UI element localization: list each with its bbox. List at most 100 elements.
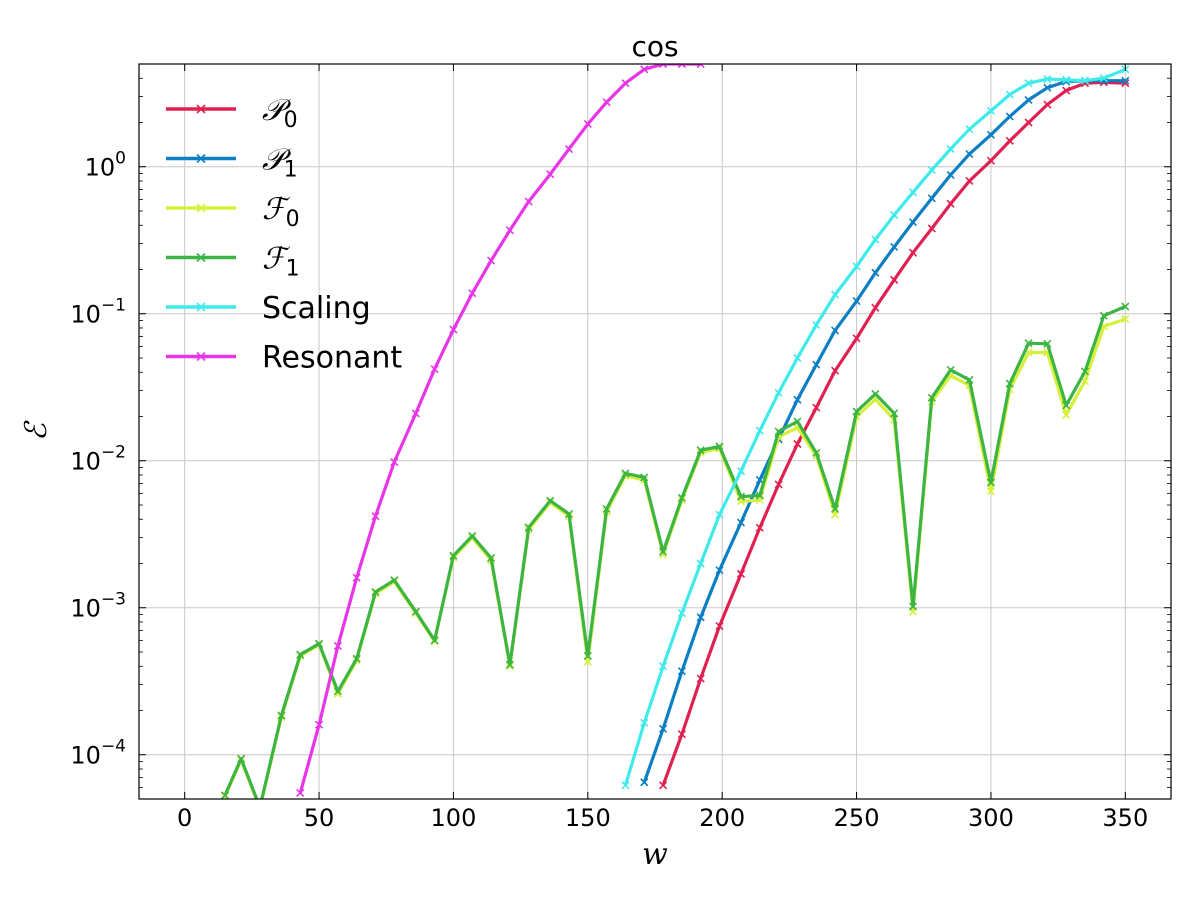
data-point-marker [677,667,686,676]
data-point-marker [602,504,611,514]
x-tick-labels: 0 50 100 150 200 250 300 350 [177,804,1148,832]
y-axis-label: ℰ [19,420,54,441]
data-point-marker [677,730,686,739]
data-point-marker [430,365,439,374]
legend-item: Scaling [166,291,371,326]
data-point-marker [658,64,668,69]
legend-swatch-marker [196,351,206,362]
axis-ticks [139,63,1171,800]
data-point-marker [715,566,724,575]
x-tick-label: 300 [968,804,1014,832]
series-line [223,305,1126,799]
data-point-marker [1024,118,1033,127]
legend-swatch-marker [196,203,206,213]
data-point-marker [621,469,630,478]
data-point-marker [314,639,324,648]
data-point-marker [430,636,439,645]
y-tick-label: 10−1 [70,296,126,329]
legend-item: Resonant [166,341,402,376]
data-point-marker [736,569,746,578]
y-tick-labels: 10−4 10−3 10−2 10−1 100 [70,149,126,770]
data-point-marker [755,491,764,500]
x-tick-label: 0 [177,804,192,832]
x-tick-label: 150 [565,804,611,832]
data-point-marker [333,641,342,650]
x-tick-label: 250 [834,804,880,832]
data-point-marker [736,518,746,527]
data-point-marker [449,551,458,560]
legend: 𝒫0 𝒫1 ℱ0 ℱ1 Scaling Resonant [166,93,402,376]
data-point-marker [1121,76,1130,85]
data-point-marker [486,256,496,265]
data-point-marker [658,547,668,556]
data-point-marker [696,64,705,69]
data-point-marker [677,64,686,69]
data-point-marker [890,242,899,251]
data-point-marker [1043,100,1052,109]
legend-label: 𝒫0 [262,93,298,133]
data-point-marker [812,403,821,412]
data-point-marker [696,613,705,622]
data-point-marker [296,788,305,797]
data-point-marker [890,409,899,418]
data-point-marker [927,194,936,203]
data-point-marker [1005,112,1014,121]
data-point-marker [965,375,974,384]
data-point-marker [927,224,936,233]
data-point-marker [1062,410,1071,419]
data-point-marker [755,426,764,435]
legend-item: 𝒫0 [166,93,298,133]
data-point-marker [986,478,996,487]
y-tick-label: 10−4 [70,737,126,770]
data-point-marker [621,781,630,790]
data-point-marker [640,778,649,787]
data-point-marker [1080,76,1090,85]
x-tick-label: 350 [1102,804,1148,832]
series-5 [296,64,705,797]
data-point-marker [1043,74,1052,84]
data-point-marker [965,125,974,134]
data-point-marker [812,360,821,369]
data-point-marker [237,754,246,763]
data-point-marker [830,290,840,299]
data-point-marker [1005,379,1014,388]
data-point-marker [946,144,955,154]
data-point-marker [927,165,936,175]
data-point-marker [583,651,592,661]
data-point-marker [333,687,342,696]
x-tick-label: 50 [304,804,335,832]
data-point-marker [946,365,955,374]
data-point-marker [546,170,555,179]
data-point-marker [390,457,399,467]
legend-label: Resonant [262,341,402,376]
data-point-marker [774,427,783,436]
data-point-marker [871,268,880,277]
data-point-marker [1062,401,1071,410]
data-point-marker [314,720,324,729]
data-point-marker [1043,83,1052,92]
data-point-marker [908,602,918,611]
data-point-marker [830,504,840,514]
data-point-marker [715,622,724,631]
legend-swatch-marker [196,104,206,114]
data-point-marker [852,407,861,416]
data-point-marker [640,473,649,482]
plot-frame [138,63,1172,800]
data-point-marker [774,480,783,489]
data-point-marker [1005,136,1014,145]
data-point-marker [1121,315,1130,324]
legend-item: ℱ0 [166,192,300,232]
x-tick-label: 200 [699,804,745,832]
data-point-marker [793,417,802,426]
data-point-marker [736,492,746,501]
data-point-marker [946,170,955,179]
data-point-marker [411,607,420,616]
data-point-marker [352,654,361,663]
data-point-marker [505,660,514,669]
data-point-marker [986,487,996,496]
data-point-marker [830,366,840,375]
data-point-marker [812,448,821,458]
legend-label: Scaling [262,291,371,326]
data-point-marker [468,531,477,540]
